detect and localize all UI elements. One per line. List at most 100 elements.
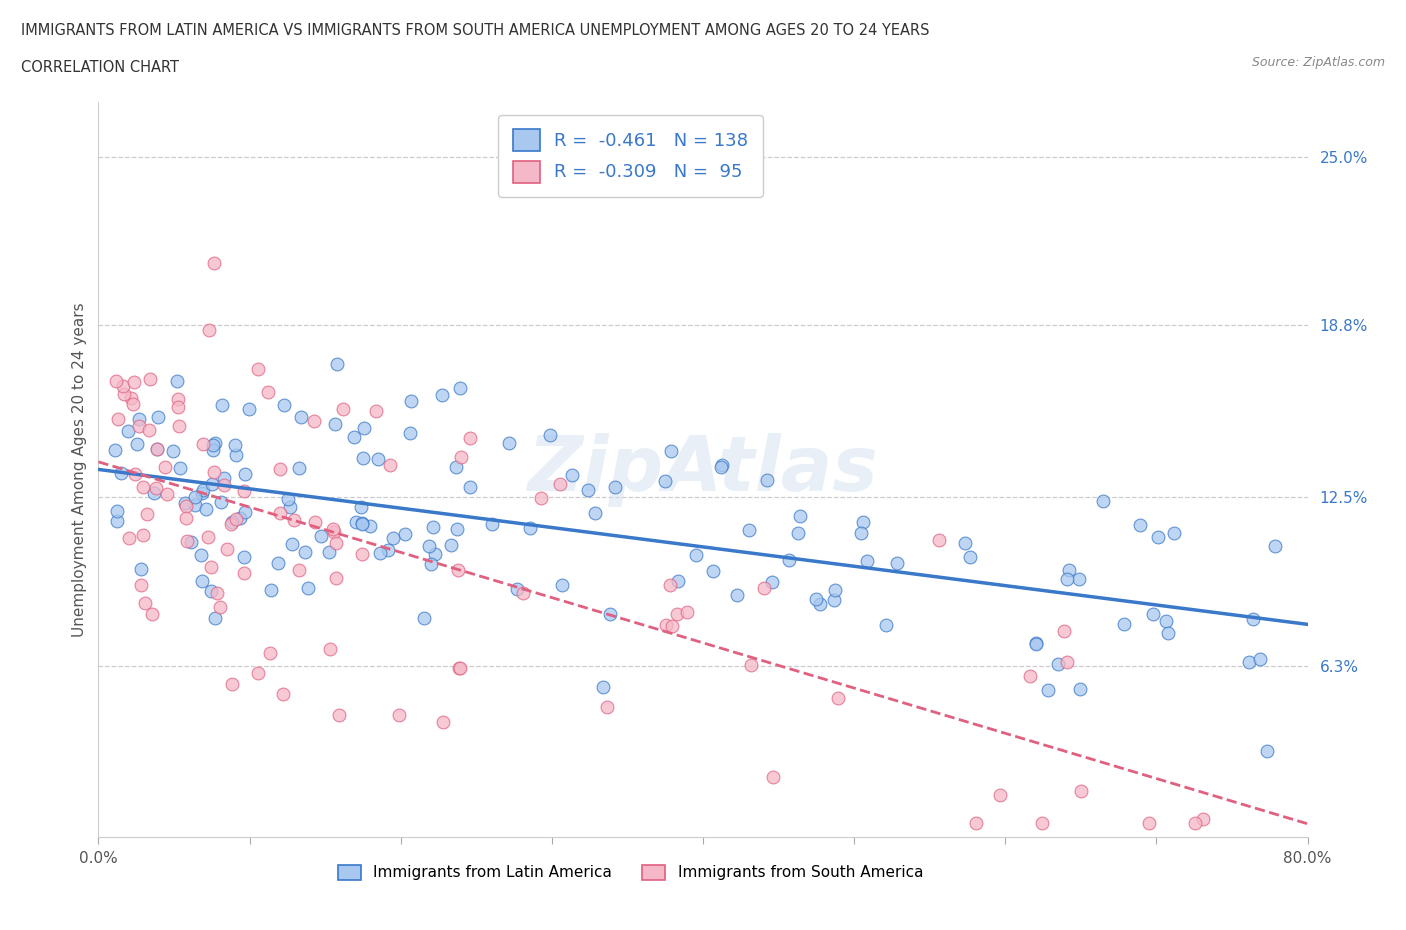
Point	[238, 402, 260, 417]
Point	[197, 529, 219, 544]
Point	[1192, 811, 1215, 826]
Point	[676, 604, 699, 619]
Point	[432, 715, 454, 730]
Point	[823, 592, 845, 607]
Point	[200, 583, 222, 598]
Point	[224, 437, 246, 452]
Point	[120, 391, 142, 405]
Point	[450, 449, 472, 464]
Point	[169, 460, 191, 475]
Point	[875, 618, 897, 632]
Point	[583, 505, 606, 520]
Point	[122, 396, 145, 411]
Point	[761, 575, 783, 590]
Point	[737, 523, 759, 538]
Point	[198, 323, 221, 338]
Point	[167, 400, 190, 415]
Point	[259, 645, 281, 660]
Point	[124, 466, 146, 481]
Point	[550, 476, 572, 491]
Point	[659, 578, 682, 592]
Point	[128, 418, 150, 433]
Point	[344, 514, 367, 529]
Point	[325, 357, 347, 372]
Point	[180, 534, 202, 549]
Point	[323, 417, 346, 432]
Point	[1163, 525, 1185, 540]
Point	[134, 595, 156, 610]
Point	[1157, 626, 1180, 641]
Point	[125, 437, 148, 452]
Point	[1069, 682, 1091, 697]
Point	[1056, 572, 1078, 587]
Point	[221, 514, 243, 529]
Text: Source: ZipAtlas.com: Source: ZipAtlas.com	[1251, 56, 1385, 69]
Point	[219, 516, 242, 531]
Point	[422, 520, 444, 535]
Point	[1264, 538, 1286, 553]
Text: CORRELATION CHART: CORRELATION CHART	[21, 60, 179, 75]
Point	[118, 531, 141, 546]
Point	[143, 485, 166, 500]
Point	[294, 545, 316, 560]
Point	[458, 431, 481, 445]
Point	[325, 571, 347, 586]
Point	[1237, 655, 1260, 670]
Point	[191, 437, 214, 452]
Point	[367, 451, 389, 466]
Point	[201, 437, 224, 452]
Point	[447, 563, 470, 578]
Point	[211, 398, 233, 413]
Point	[1025, 637, 1047, 652]
Point	[212, 477, 235, 492]
Point	[440, 538, 463, 552]
Point	[1031, 816, 1053, 830]
Point	[232, 565, 254, 580]
Point	[368, 545, 391, 560]
Point	[302, 414, 325, 429]
Point	[117, 424, 139, 439]
Point	[283, 513, 305, 528]
Point	[323, 525, 346, 539]
Point	[225, 448, 247, 463]
Point	[141, 607, 163, 622]
Point	[322, 522, 344, 537]
Point	[139, 372, 162, 387]
Point	[233, 484, 256, 498]
Point	[129, 578, 152, 592]
Point	[755, 473, 778, 488]
Point	[233, 504, 256, 519]
Point	[105, 503, 128, 518]
Point	[778, 552, 800, 567]
Point	[506, 581, 529, 596]
Point	[202, 256, 225, 271]
Point	[225, 512, 247, 526]
Point	[318, 545, 340, 560]
Point	[530, 490, 553, 505]
Point	[394, 526, 416, 541]
Point	[1018, 669, 1040, 684]
Point	[138, 422, 160, 437]
Point	[297, 580, 319, 595]
Point	[787, 525, 810, 540]
Point	[350, 515, 373, 530]
Point	[399, 426, 422, 441]
Point	[183, 498, 205, 512]
Point	[446, 522, 468, 537]
Point	[359, 519, 381, 534]
Point	[229, 511, 252, 525]
Point	[208, 600, 231, 615]
Point	[596, 699, 619, 714]
Legend: Immigrants from Latin America, Immigrants from South America: Immigrants from Latin America, Immigrant…	[330, 857, 931, 888]
Point	[132, 480, 155, 495]
Point	[146, 410, 169, 425]
Point	[498, 436, 520, 451]
Point	[1241, 611, 1264, 626]
Point	[205, 586, 228, 601]
Point	[378, 458, 401, 472]
Point	[449, 660, 471, 675]
Point	[592, 680, 614, 695]
Point	[105, 374, 128, 389]
Point	[132, 528, 155, 543]
Point	[269, 461, 291, 476]
